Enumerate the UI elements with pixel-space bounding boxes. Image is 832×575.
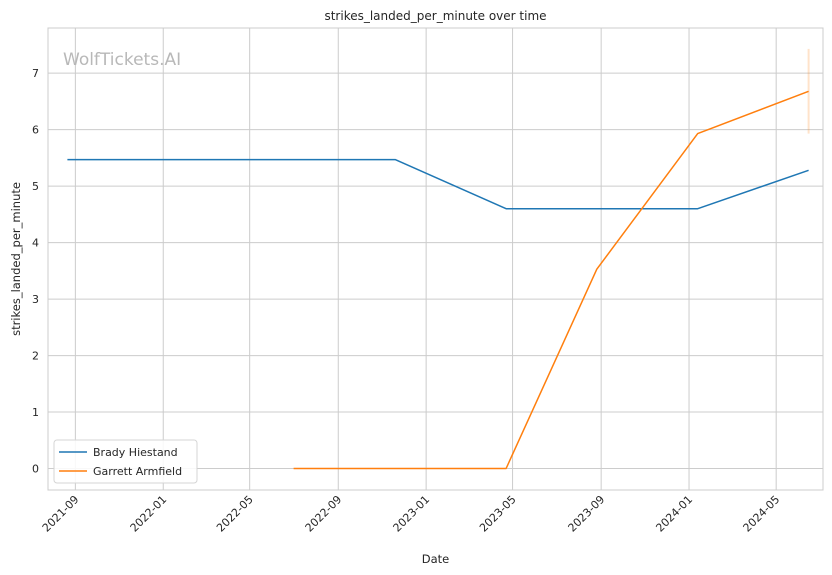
legend-box: [53, 439, 198, 484]
x-axis: 2021-09 2022-01 2022-05 2022-09 2023-01 2023-…: [40, 493, 783, 535]
y-tick-label: 7: [32, 67, 39, 80]
series-line-brady-hiestand: [67, 158, 809, 210]
legend-label-brady-hiestand: Brady Hiestand: [93, 446, 178, 459]
y-axis: 0 1 2 3 4 5 6 7: [32, 67, 39, 475]
series-lines: [67, 90, 809, 470]
x-tick-label: 2023-01: [391, 493, 433, 535]
error-band-garrett-armfield: [807, 48, 810, 134]
x-tick-label: 2024-01: [653, 493, 695, 535]
watermark: WolfTickets.AI: [63, 50, 181, 70]
chart-title: strikes_landed_per_minute over time: [324, 9, 546, 23]
x-axis-label: Date: [422, 552, 450, 566]
x-tick-label: 2024-05: [741, 493, 783, 535]
y-tick-label: 3: [32, 293, 39, 306]
x-tick-label: 2022-09: [303, 493, 345, 535]
y-tick-label: 4: [32, 237, 39, 250]
x-tick-label: 2023-05: [477, 493, 519, 535]
y-tick-label: 0: [32, 463, 39, 476]
x-tick-label: 2022-01: [128, 493, 170, 535]
y-tick-label: 6: [32, 124, 39, 137]
y-tick-label: 1: [32, 406, 39, 419]
grid: [48, 28, 823, 490]
series-line-garrett-armfield: [293, 90, 809, 470]
legend-label-garrett-armfield: Garrett Armfield: [93, 465, 182, 478]
y-tick-label: 5: [32, 180, 39, 193]
y-axis-label: strikes_landed_per_minute: [9, 182, 23, 336]
error-bands: [807, 48, 810, 134]
x-tick-label: 2021-09: [40, 493, 82, 535]
y-tick-label: 2: [32, 350, 39, 363]
plot-frame: [47, 27, 824, 491]
plot-background: [48, 28, 823, 490]
legend: Brady Hiestand Garrett Armfield: [53, 439, 198, 484]
x-tick-label: 2023-09: [566, 493, 608, 535]
x-tick-label: 2022-05: [214, 493, 256, 535]
